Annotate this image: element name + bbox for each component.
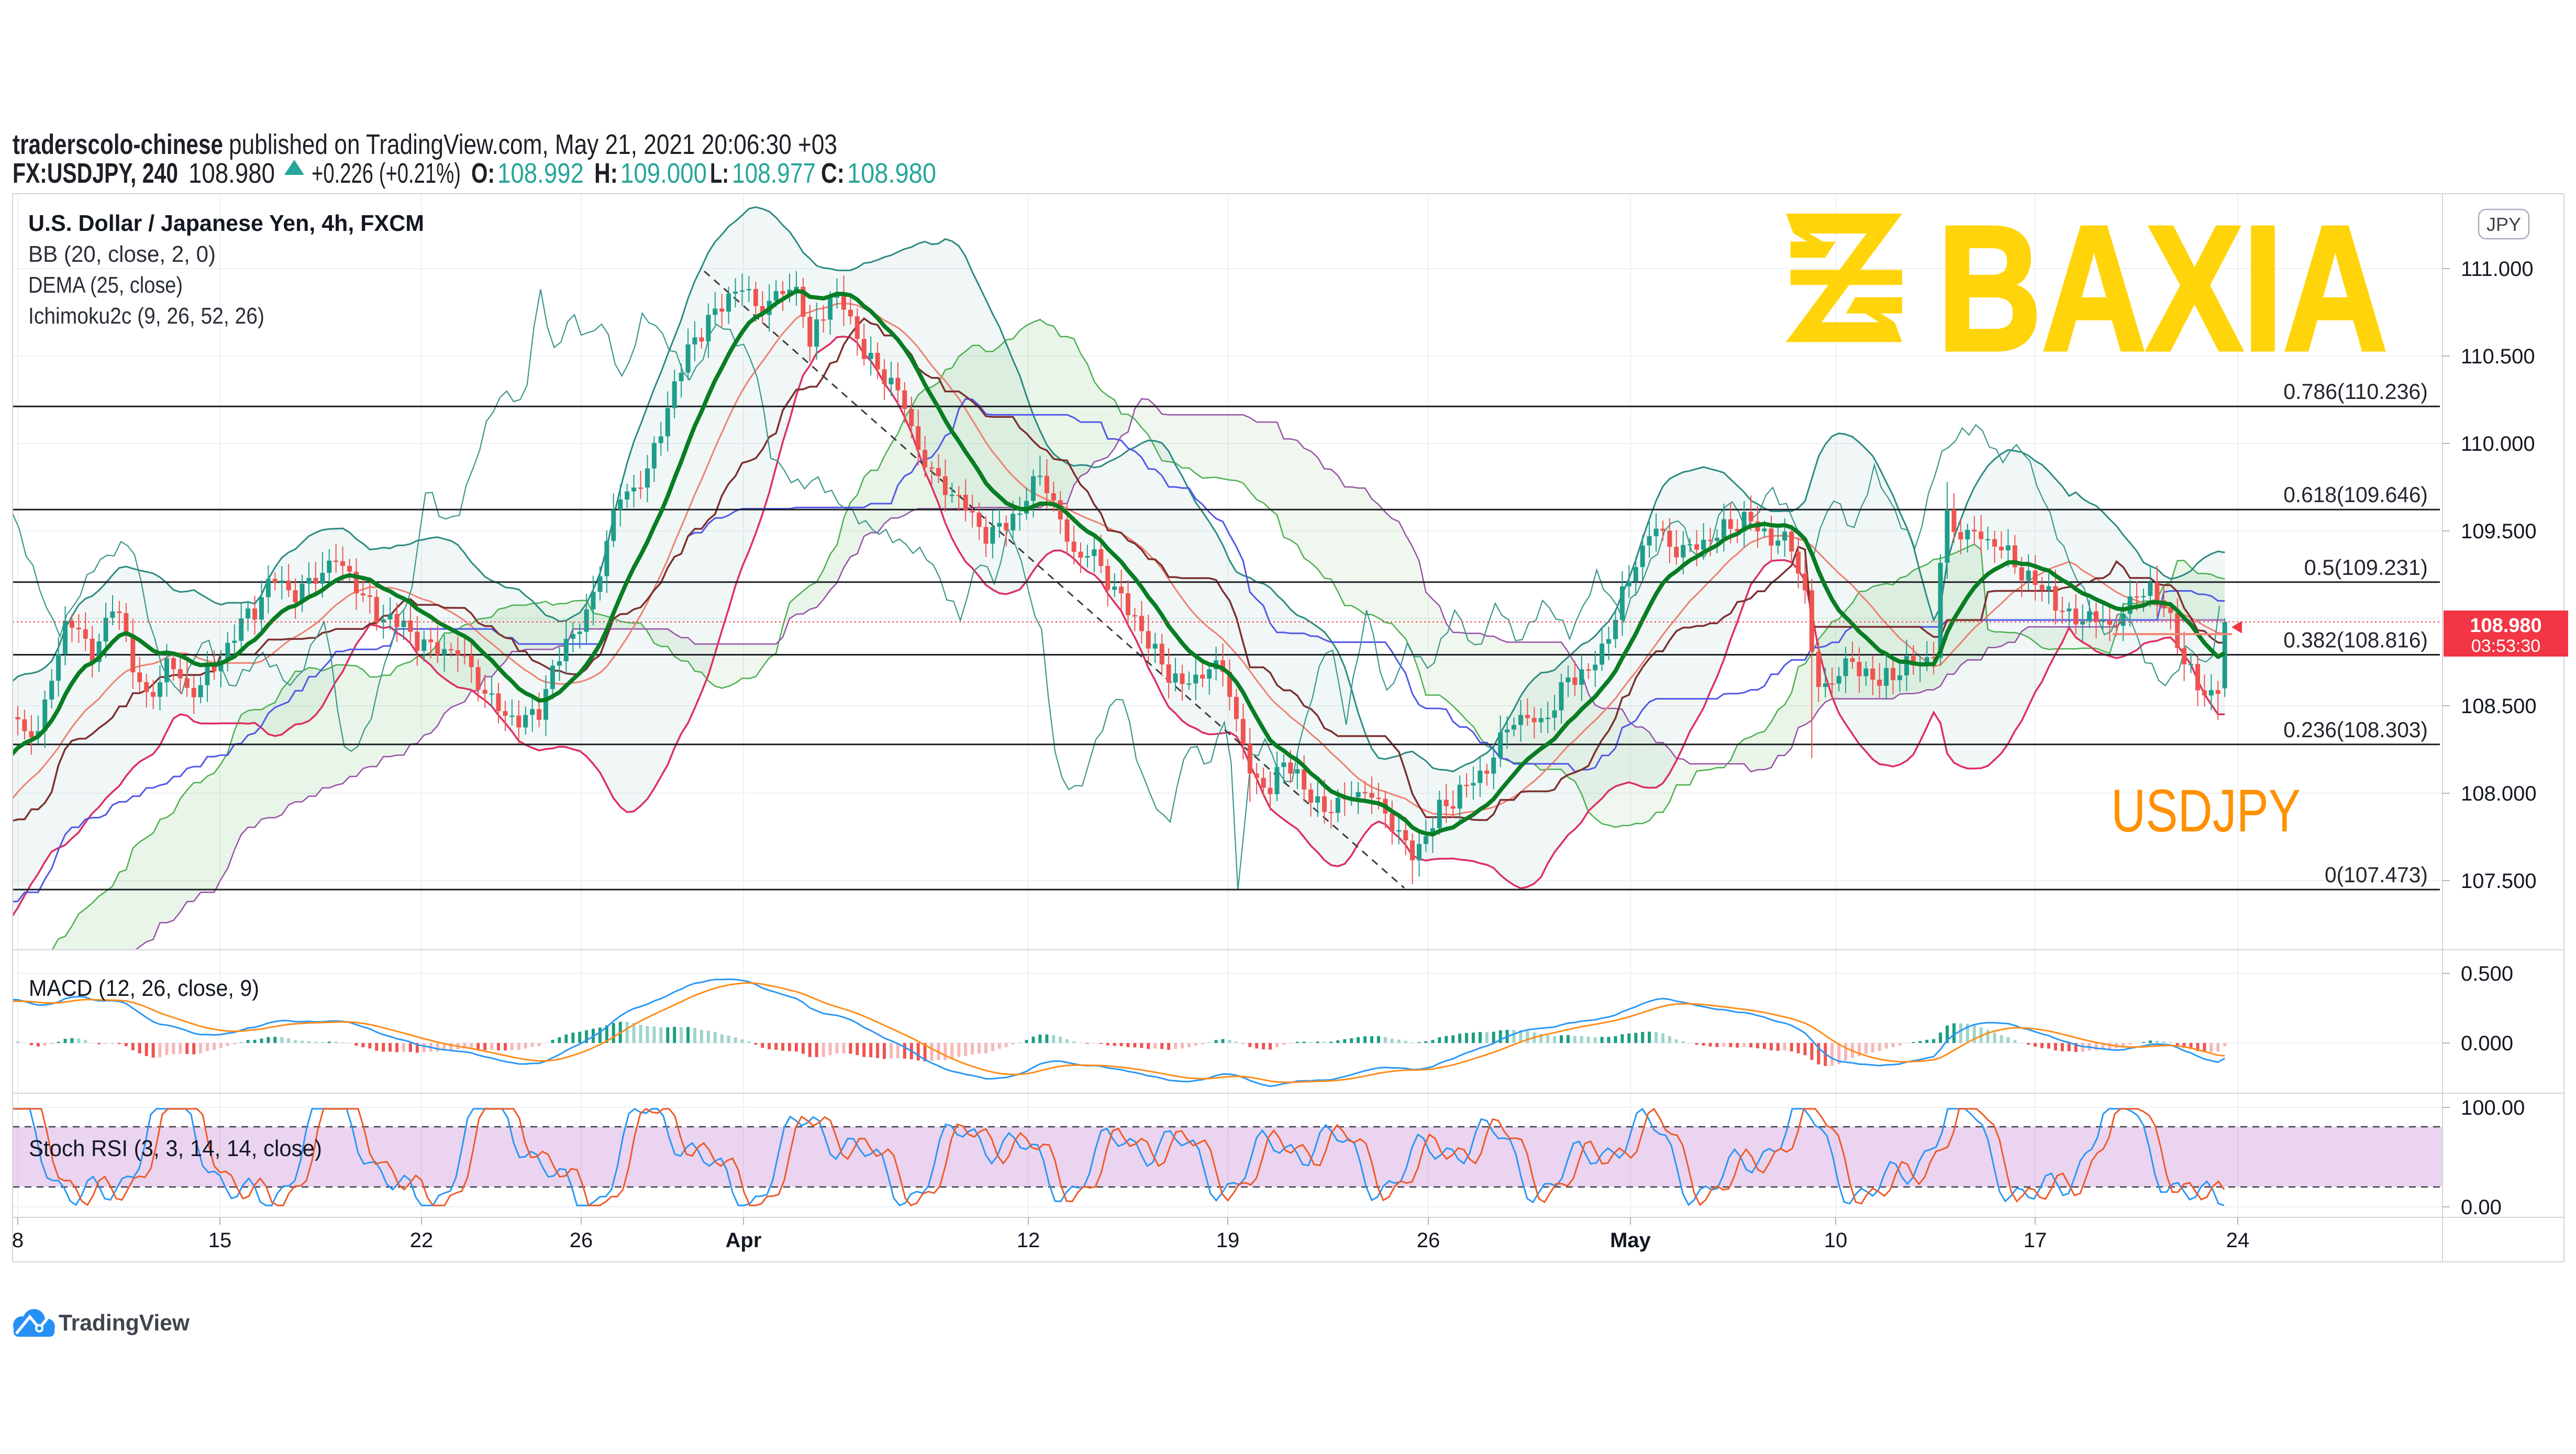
svg-text:22: 22 <box>410 1229 434 1252</box>
svg-text:109.500: 109.500 <box>2461 520 2537 543</box>
svg-text:TradingView: TradingView <box>59 1310 190 1336</box>
svg-text:L:: L: <box>710 158 729 189</box>
svg-text:108.980: 108.980 <box>2470 615 2541 637</box>
svg-text:U.S. Dollar / Japanese Yen, 4h: U.S. Dollar / Japanese Yen, 4h, FXCM <box>28 210 424 236</box>
svg-text:+0.226 (+0.21%): +0.226 (+0.21%) <box>312 158 461 189</box>
svg-text:BB (20, close, 2, 0): BB (20, close, 2, 0) <box>28 241 216 267</box>
svg-text:0.618(109.646): 0.618(109.646) <box>2283 482 2428 507</box>
svg-text:24: 24 <box>2226 1229 2250 1252</box>
svg-text:108.980: 108.980 <box>847 158 936 189</box>
svg-text:JPY: JPY <box>2486 214 2521 235</box>
svg-text:10: 10 <box>1824 1229 1848 1252</box>
svg-text:108.000: 108.000 <box>2461 782 2537 805</box>
svg-text:O:: O: <box>471 158 495 189</box>
svg-text:published on TradingView.com,: published on TradingView.com, May 21, 20… <box>229 129 837 160</box>
svg-text:19: 19 <box>1216 1229 1240 1252</box>
svg-text:USDJPY: USDJPY <box>2111 778 2301 845</box>
svg-text:0.5(109.231): 0.5(109.231) <box>2304 555 2428 580</box>
svg-text:26: 26 <box>570 1229 593 1252</box>
svg-text:8: 8 <box>12 1229 24 1252</box>
svg-text:108.500: 108.500 <box>2461 695 2537 718</box>
svg-text:15: 15 <box>208 1229 232 1252</box>
svg-text:110.000: 110.000 <box>2461 432 2535 456</box>
svg-text:May: May <box>1610 1229 1651 1252</box>
svg-text:DEMA (25, close): DEMA (25, close) <box>28 272 183 298</box>
svg-text:108.992: 108.992 <box>497 158 584 189</box>
svg-text:BAXIA: BAXIA <box>1937 189 2388 388</box>
svg-text:C:: C: <box>821 158 845 189</box>
svg-text:MACD (12, 26, close, 9): MACD (12, 26, close, 9) <box>29 975 259 1001</box>
svg-text:0.382(108.816): 0.382(108.816) <box>2283 628 2428 652</box>
svg-text:109.000: 109.000 <box>620 158 707 189</box>
svg-text:17: 17 <box>2024 1229 2047 1252</box>
svg-text:0(107.473): 0(107.473) <box>2325 862 2428 887</box>
svg-text:0.786(110.236): 0.786(110.236) <box>2283 379 2428 404</box>
svg-text:107.500: 107.500 <box>2461 870 2537 893</box>
svg-text:0.000: 0.000 <box>2461 1032 2513 1055</box>
svg-text:26: 26 <box>1417 1229 1440 1252</box>
svg-text:Apr: Apr <box>726 1229 762 1252</box>
svg-text:Stoch RSI (3, 3, 14, 14, close: Stoch RSI (3, 3, 14, 14, close) <box>29 1136 322 1161</box>
svg-text:0.00: 0.00 <box>2461 1196 2502 1219</box>
svg-text:03:53:30: 03:53:30 <box>2471 636 2540 656</box>
svg-text:110.500: 110.500 <box>2461 345 2535 368</box>
svg-text:111.000: 111.000 <box>2461 258 2534 281</box>
svg-text:H:: H: <box>594 158 618 189</box>
svg-text:108.977: 108.977 <box>732 158 816 189</box>
svg-text:100.00: 100.00 <box>2461 1096 2525 1119</box>
svg-text:Ichimoku2c (9, 26, 52, 26): Ichimoku2c (9, 26, 52, 26) <box>28 303 264 329</box>
svg-text:0.236(108.303): 0.236(108.303) <box>2283 717 2428 742</box>
svg-text:FX:USDJPY, 240: FX:USDJPY, 240 <box>13 158 178 189</box>
svg-text:0.500: 0.500 <box>2461 962 2513 985</box>
svg-text:108.980: 108.980 <box>188 158 275 189</box>
svg-text:12: 12 <box>1017 1229 1040 1252</box>
svg-text:traderscolo-chinese: traderscolo-chinese <box>13 129 223 160</box>
